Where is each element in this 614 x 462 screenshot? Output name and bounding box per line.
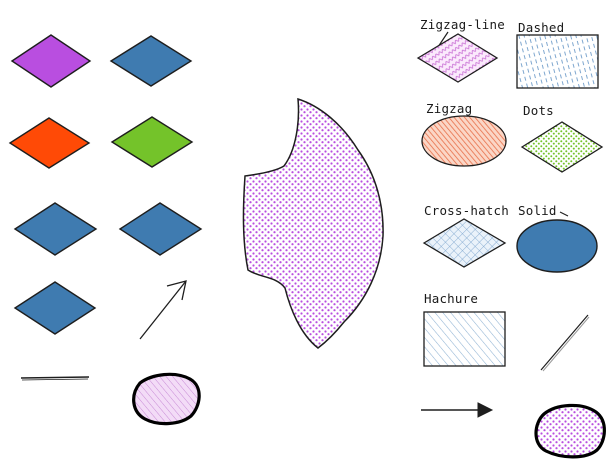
red-diamond[interactable]: [8, 117, 91, 169]
zigzag-ellipse[interactable]: [421, 115, 507, 167]
solid-pointer: [559, 211, 569, 217]
blue-diamond-4[interactable]: [13, 281, 97, 335]
dashed-rectangle[interactable]: [516, 34, 599, 89]
arrow-right-icon[interactable]: [421, 402, 494, 418]
dots-freeform-shape[interactable]: [242, 97, 384, 349]
label-dots: Dots: [523, 103, 554, 118]
hachure-rectangle[interactable]: [423, 311, 506, 367]
blue-diamond-2[interactable]: [13, 202, 98, 256]
green-diamond[interactable]: [110, 116, 194, 168]
purple-diamond[interactable]: [10, 34, 92, 88]
label-zigzag-line: Zigzag-line: [420, 17, 505, 32]
label-cross-hatch: Cross-hatch: [424, 203, 509, 218]
label-dashed: Dashed: [518, 20, 564, 35]
dots-diamond[interactable]: [520, 121, 604, 173]
dots-blob-small[interactable]: [534, 403, 606, 459]
hachure-blob-small[interactable]: [132, 372, 201, 426]
diagonal-line[interactable]: [540, 314, 590, 372]
cross-hatch-diamond[interactable]: [422, 218, 507, 268]
label-hachure: Hachure: [424, 291, 478, 306]
zigzag-line-diamond[interactable]: [416, 33, 499, 83]
plain-line[interactable]: [20, 376, 90, 381]
label-zigzag: Zigzag: [426, 101, 472, 116]
solid-ellipse[interactable]: [516, 219, 598, 273]
blue-diamond-1[interactable]: [109, 35, 193, 87]
blue-diamond-3[interactable]: [118, 202, 203, 256]
arrow-up-right-icon[interactable]: [139, 280, 187, 340]
label-solid: Solid: [518, 203, 557, 218]
